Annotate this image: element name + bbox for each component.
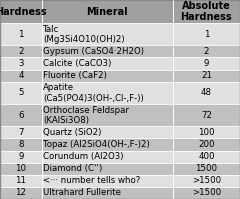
Text: 12: 12 [16, 188, 26, 197]
Text: Orthoclase Feldspar
(KAlSi3O8): Orthoclase Feldspar (KAlSi3O8) [43, 105, 129, 125]
Text: >1500: >1500 [192, 188, 221, 197]
Bar [0, 58, 42, 70]
Text: Apatite
(Ca5(PO4)3(OH-,Cl-,F-)): Apatite (Ca5(PO4)3(OH-,Cl-,F-)) [43, 83, 144, 102]
Text: 9: 9 [204, 59, 209, 68]
Text: Quartz (SiO2): Quartz (SiO2) [43, 128, 102, 137]
Bar [173, 139, 240, 151]
Bar [173, 151, 240, 163]
Text: Calcite (CaCO3): Calcite (CaCO3) [43, 59, 112, 68]
Bar [173, 126, 240, 139]
Bar [0, 70, 42, 82]
Text: 48: 48 [201, 88, 212, 97]
Bar [173, 175, 240, 187]
Bar [42, 175, 173, 187]
Bar [42, 126, 173, 139]
Text: Topaz (Al2SiO4(OH-,F-)2): Topaz (Al2SiO4(OH-,F-)2) [43, 140, 150, 149]
Text: <··· number tells who?: <··· number tells who? [43, 176, 140, 185]
Text: Corundum (Al2O3): Corundum (Al2O3) [43, 152, 124, 161]
Bar [173, 58, 240, 70]
Text: >1500: >1500 [192, 176, 221, 185]
Text: Talc
(Mg3Si4O10(OH)2): Talc (Mg3Si4O10(OH)2) [43, 24, 125, 44]
Text: Absolute
Hardness: Absolute Hardness [180, 1, 232, 22]
Text: Fluorite (CaF2): Fluorite (CaF2) [43, 71, 107, 80]
Text: 2: 2 [18, 47, 24, 56]
Bar [42, 139, 173, 151]
Bar [0, 187, 42, 199]
Text: Diamond (C''): Diamond (C'') [43, 164, 102, 173]
Bar [0, 139, 42, 151]
Bar [42, 151, 173, 163]
Text: 72: 72 [201, 111, 212, 120]
Bar [42, 70, 173, 82]
Bar [42, 45, 173, 58]
Text: 200: 200 [198, 140, 215, 149]
Text: 5: 5 [18, 88, 24, 97]
Bar [0, 151, 42, 163]
Text: 8: 8 [18, 140, 24, 149]
Bar [173, 70, 240, 82]
Text: 100: 100 [198, 128, 215, 137]
Text: 11: 11 [16, 176, 26, 185]
Bar [0, 163, 42, 175]
Bar [173, 187, 240, 199]
Bar [0, 45, 42, 58]
Bar [173, 45, 240, 58]
Text: 4: 4 [18, 71, 24, 80]
Text: Ultrahard Fullerite: Ultrahard Fullerite [43, 188, 121, 197]
Bar [42, 58, 173, 70]
Text: 9: 9 [18, 152, 24, 161]
Text: 1500: 1500 [195, 164, 217, 173]
Text: 10: 10 [16, 164, 26, 173]
Bar [42, 163, 173, 175]
Text: Mineral: Mineral [87, 7, 128, 17]
Text: 21: 21 [201, 71, 212, 80]
Bar [0, 175, 42, 187]
Text: 1: 1 [18, 30, 24, 39]
Text: 400: 400 [198, 152, 215, 161]
Bar [42, 187, 173, 199]
Text: 2: 2 [204, 47, 209, 56]
Text: 3: 3 [18, 59, 24, 68]
Text: Hardness: Hardness [0, 7, 47, 17]
Text: Gypsum (CaSO4·2H2O): Gypsum (CaSO4·2H2O) [43, 47, 144, 56]
Text: 1: 1 [204, 30, 209, 39]
Bar [173, 163, 240, 175]
Bar [0, 126, 42, 139]
Text: 7: 7 [18, 128, 24, 137]
Text: 6: 6 [18, 111, 24, 120]
